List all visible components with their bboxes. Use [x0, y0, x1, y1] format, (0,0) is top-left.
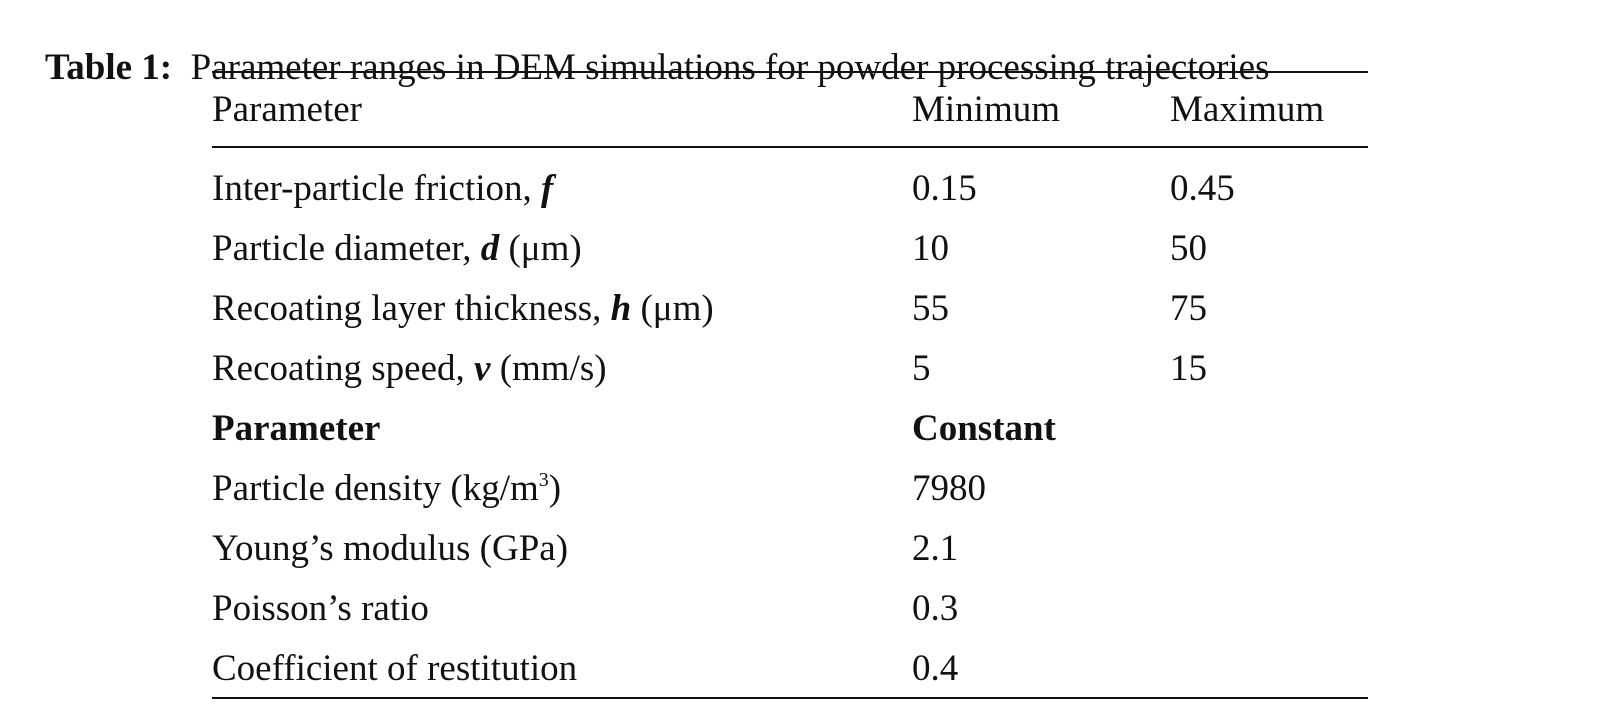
caption-label: Table 1: — [45, 47, 173, 88]
text-segment: f — [541, 168, 554, 209]
column-header: Maximum — [1170, 89, 1325, 130]
column-header: Parameter — [212, 89, 362, 130]
table-caption: Table 1: Parameter ranges in DEM simulat… — [8, 12, 1270, 123]
section-header: Constant — [912, 408, 1056, 449]
parameter-cell: Coefficient of restitution — [212, 650, 577, 687]
text-segment: Coefficient of restitution — [212, 648, 578, 689]
minimum-cell: 5 — [912, 348, 931, 389]
constant-cell: 0.4 — [912, 648, 959, 689]
text-segment: (μm) — [499, 228, 582, 269]
constant-cell: 0.3 — [912, 588, 959, 629]
parameter-cell: Recoating layer thickness, h (μm) — [212, 290, 714, 327]
text-segment: Young’s modulus (GPa) — [212, 528, 569, 569]
parameter-cell: Recoating speed, v (mm/s) — [212, 350, 607, 387]
text-segment: ) — [548, 468, 562, 509]
column-header: Minimum — [912, 89, 1061, 130]
caption-text: Parameter ranges in DEM simulations for … — [190, 47, 1270, 88]
text-segment: h — [610, 288, 632, 329]
parameter-cell: Inter-particle friction, f — [212, 170, 553, 207]
bottom-rule — [212, 697, 1368, 699]
top-rule — [212, 71, 1368, 73]
text-segment: Inter-particle friction, — [212, 168, 542, 209]
maximum-cell: 0.45 — [1170, 168, 1235, 209]
text-segment: 3 — [538, 469, 549, 491]
parameter-cell: Young’s modulus (GPa) — [212, 530, 568, 567]
maximum-cell: 15 — [1170, 348, 1207, 389]
text-segment: Particle diameter, — [212, 228, 481, 269]
maximum-cell: 75 — [1170, 288, 1207, 329]
text-segment: Recoating layer thickness, — [212, 288, 611, 329]
constant-cell: 2.1 — [912, 528, 959, 569]
parameter-cell: Poisson’s ratio — [212, 590, 429, 627]
constant-cell: 7980 — [912, 468, 986, 509]
text-segment: Particle density (kg/m — [212, 468, 539, 509]
minimum-cell: 10 — [912, 228, 949, 269]
minimum-cell: 55 — [912, 288, 949, 329]
parameter-cell: Particle diameter, d (μm) — [212, 230, 582, 267]
text-segment: Poisson’s ratio — [212, 588, 429, 629]
minimum-cell: 0.15 — [912, 168, 977, 209]
text-segment: (mm/s) — [490, 348, 607, 389]
parameter-cell: Particle density (kg/m3) — [212, 470, 561, 507]
text-segment: d — [480, 228, 500, 269]
header-rule — [212, 146, 1368, 148]
section-header: Parameter — [212, 408, 381, 449]
text-segment: Recoating speed, — [212, 348, 474, 389]
maximum-cell: 50 — [1170, 228, 1207, 269]
text-segment: v — [474, 348, 491, 389]
text-segment: (μm) — [631, 288, 714, 329]
